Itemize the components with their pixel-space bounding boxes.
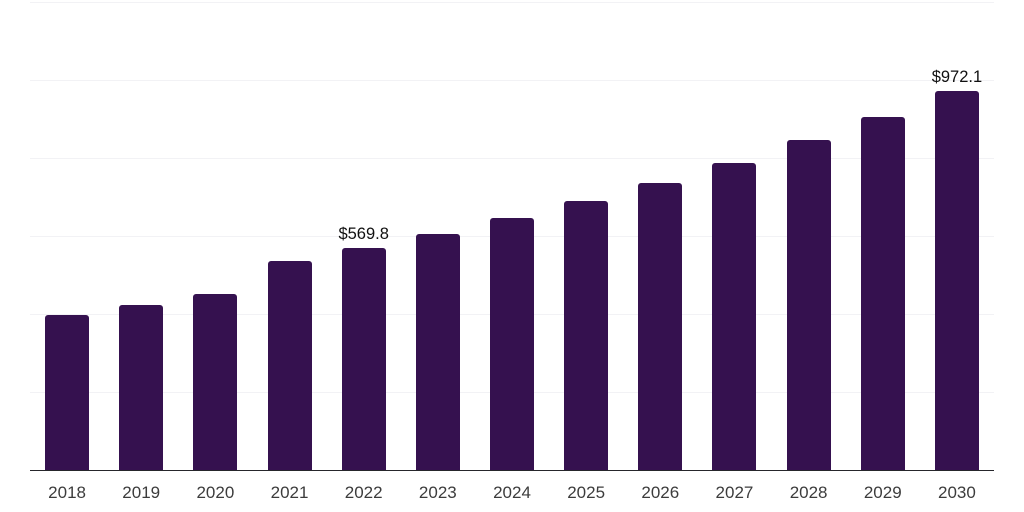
gridline-800 bbox=[30, 157, 994, 159]
bar-2027[interactable] bbox=[712, 162, 757, 470]
bar-2020[interactable] bbox=[193, 293, 238, 470]
bar-2029[interactable] bbox=[860, 116, 905, 470]
bar-2018[interactable] bbox=[45, 314, 90, 470]
plot-area: $569.8 $972.1 2018 2019 2020 2021 2022 2023 202… bbox=[30, 0, 994, 512]
x-tick-label-2018: 2018 bbox=[48, 483, 86, 502]
bar-2021[interactable] bbox=[267, 261, 312, 470]
x-tick-label-2026: 2026 bbox=[641, 483, 680, 502]
bar-2026[interactable] bbox=[638, 182, 683, 470]
bar-2028[interactable] bbox=[786, 140, 831, 470]
x-tick-label-2024: 2024 bbox=[493, 483, 531, 502]
x-tick-label-2022: 2022 bbox=[344, 483, 383, 502]
gridline-1200 bbox=[30, 1, 994, 3]
gridline-1000 bbox=[30, 79, 994, 81]
bar-2030[interactable] bbox=[934, 90, 979, 470]
bar-2022[interactable] bbox=[341, 247, 386, 470]
value-label-2030: $972.1 bbox=[931, 67, 983, 86]
bar-2024[interactable] bbox=[490, 218, 534, 470]
bar-2019[interactable] bbox=[119, 304, 164, 470]
x-tick-label-2030: 2030 bbox=[938, 483, 976, 502]
bar-2023[interactable] bbox=[415, 234, 460, 470]
x-tick-label-2028: 2028 bbox=[789, 483, 828, 502]
x-tick-label-2019: 2019 bbox=[122, 483, 161, 502]
x-tick-label-2029: 2029 bbox=[863, 483, 902, 502]
x-tick-label-2023: 2023 bbox=[418, 483, 457, 502]
x-tick-label-2027: 2027 bbox=[715, 483, 754, 502]
x-tick-label-2020: 2020 bbox=[196, 483, 235, 502]
value-label-2022: $569.8 bbox=[338, 224, 389, 243]
bar-2025[interactable] bbox=[564, 200, 609, 470]
x-axis-line bbox=[30, 469, 994, 472]
x-tick-label-2025: 2025 bbox=[567, 483, 606, 502]
x-tick-label-2021: 2021 bbox=[270, 483, 309, 502]
